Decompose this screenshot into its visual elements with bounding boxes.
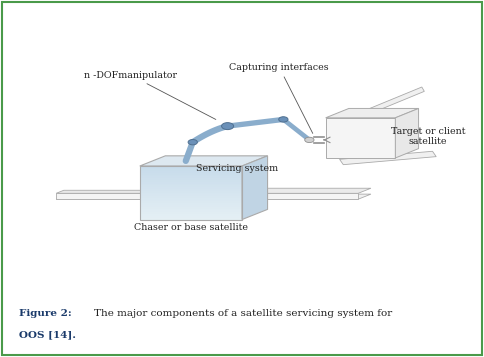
- Bar: [140, 214, 242, 216]
- Bar: [140, 198, 242, 200]
- Text: Target or client
satellite: Target or client satellite: [391, 127, 465, 146]
- Bar: [140, 212, 242, 214]
- Text: Chaser or base satellite: Chaser or base satellite: [134, 223, 248, 232]
- Polygon shape: [326, 118, 395, 158]
- Bar: [140, 166, 242, 168]
- Bar: [140, 185, 242, 187]
- Bar: [140, 210, 242, 212]
- Polygon shape: [340, 151, 436, 165]
- Bar: [140, 187, 242, 189]
- Bar: [140, 216, 242, 218]
- Bar: [140, 173, 242, 175]
- Circle shape: [305, 137, 314, 142]
- Bar: [140, 205, 242, 207]
- Bar: [140, 201, 242, 203]
- Circle shape: [279, 117, 288, 122]
- Bar: [140, 203, 242, 205]
- Polygon shape: [56, 196, 148, 199]
- Polygon shape: [140, 156, 268, 166]
- Bar: [140, 175, 242, 177]
- Circle shape: [222, 122, 234, 130]
- Text: The major components of a satellite servicing system for: The major components of a satellite serv…: [94, 309, 393, 318]
- Bar: [140, 191, 242, 193]
- Bar: [140, 176, 242, 178]
- Text: Servicing system: Servicing system: [197, 164, 278, 174]
- Bar: [140, 194, 242, 196]
- Circle shape: [188, 140, 197, 145]
- Bar: [140, 183, 242, 186]
- Text: OOS [14].: OOS [14].: [19, 330, 76, 340]
- Bar: [140, 208, 242, 211]
- Bar: [140, 182, 242, 184]
- Bar: [140, 178, 242, 180]
- Text: Figure 2:: Figure 2:: [19, 309, 72, 318]
- Polygon shape: [56, 193, 140, 199]
- Bar: [140, 180, 242, 182]
- Bar: [140, 217, 242, 220]
- Polygon shape: [370, 87, 424, 113]
- Polygon shape: [242, 188, 371, 193]
- Bar: [140, 189, 242, 191]
- Polygon shape: [326, 109, 419, 118]
- Bar: [140, 171, 242, 173]
- Bar: [140, 192, 242, 195]
- Text: n -DOFmanipulator: n -DOFmanipulator: [84, 71, 216, 120]
- Bar: [140, 169, 242, 171]
- Polygon shape: [56, 190, 148, 193]
- Polygon shape: [242, 194, 371, 199]
- Bar: [140, 200, 242, 202]
- Text: Capturing interfaces: Capturing interfaces: [229, 62, 329, 134]
- Polygon shape: [242, 193, 358, 199]
- Bar: [140, 167, 242, 170]
- Polygon shape: [242, 156, 268, 220]
- Bar: [140, 196, 242, 198]
- Polygon shape: [395, 109, 419, 158]
- Bar: [140, 207, 242, 209]
